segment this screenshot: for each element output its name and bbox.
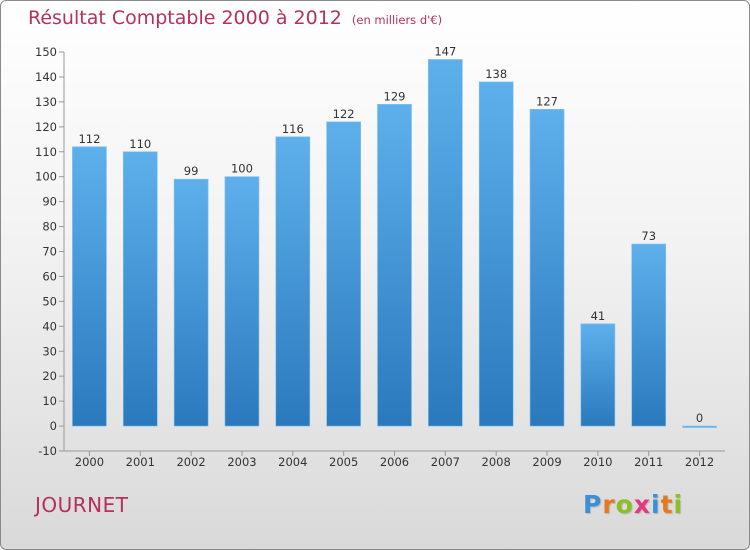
x-tick-label: 2012: [685, 455, 714, 469]
y-tick-label: 50: [42, 294, 57, 308]
chart-unit: (en milliers d'€): [351, 13, 443, 27]
y-tick-label: 140: [35, 70, 57, 84]
logo-letter: i: [651, 490, 661, 519]
x-tick-label: 2003: [227, 455, 256, 469]
data-label: 100: [231, 162, 253, 176]
bar: [428, 59, 463, 427]
y-tick-label: 120: [35, 120, 57, 134]
logo-letter: r: [602, 490, 616, 519]
bar: [173, 178, 209, 427]
y-tick-label: 110: [35, 145, 57, 159]
bar: [122, 151, 158, 427]
y-tick-label: 20: [42, 369, 57, 383]
data-label: 122: [333, 107, 355, 121]
y-tick-label: 90: [42, 195, 57, 209]
data-label: 127: [536, 94, 558, 108]
data-label: 99: [184, 164, 199, 178]
y-tick-label: 60: [42, 269, 57, 283]
y-tick-label: 40: [42, 319, 57, 333]
y-tick-label: 70: [42, 245, 57, 259]
y-axis: -10 0 10 20 30 40 50 60 70 80 90 100 110 120 130 140 150: [35, 45, 65, 458]
x-tick-label: 2010: [583, 455, 612, 469]
bar: [72, 146, 107, 427]
y-tick-label: 30: [42, 344, 57, 358]
data-label: 41: [591, 309, 606, 323]
x-axis: 2000 2001 2002 2003 2004 2005 2006 2007 2008 2009…: [64, 450, 725, 469]
y-tick-label: -10: [38, 444, 57, 458]
x-tick-label: 2005: [329, 455, 358, 469]
chart-title: Résultat Comptable 2000 à 2012 (en millie…: [28, 7, 442, 29]
logo-letter: x: [633, 490, 651, 519]
bar: [377, 104, 412, 427]
x-tick-label: 2002: [176, 455, 205, 469]
data-label: 110: [129, 137, 151, 151]
data-label: 112: [78, 132, 100, 146]
x-tick-label: 2000: [75, 455, 104, 469]
data-label: 0: [696, 411, 703, 425]
y-tick-label: 130: [35, 95, 57, 109]
logo-letter: i: [673, 490, 684, 519]
logo-letter: t: [660, 490, 674, 519]
bar: [682, 425, 717, 428]
data-labels: 112 110 99 100 116 122 129 147 138 127 41 73 0: [78, 44, 703, 425]
bar: [580, 323, 616, 427]
bars: [72, 59, 717, 428]
data-label: 116: [282, 122, 304, 136]
bar: [631, 243, 667, 427]
y-tick-label: 100: [35, 170, 57, 184]
chart-title-text: Résultat Comptable 2000 à 2012: [28, 7, 342, 29]
x-tick-label: 2007: [431, 455, 460, 469]
y-tick-label: 150: [35, 45, 57, 59]
logo-letter: o: [615, 490, 634, 519]
data-label: 138: [485, 67, 507, 81]
commune-name: JOURNET: [35, 493, 129, 517]
bar: [275, 136, 311, 427]
logo-letter: P: [583, 490, 603, 519]
x-tick-label: 2004: [278, 455, 307, 469]
x-tick-label: 2006: [380, 455, 409, 469]
bar: [224, 176, 260, 427]
x-tick-label: 2008: [482, 455, 511, 469]
y-tick-label: 0: [50, 419, 57, 433]
bar: [326, 121, 361, 427]
bar: [478, 81, 514, 427]
bar: [529, 109, 565, 427]
data-label: 147: [434, 44, 456, 58]
x-tick-label: 2009: [532, 455, 561, 469]
data-label: 129: [384, 89, 406, 103]
data-label: 73: [641, 229, 656, 243]
proxiti-logo[interactable]: Proxiti: [583, 490, 683, 519]
y-tick-label: 10: [42, 394, 57, 408]
x-tick-label: 2001: [126, 455, 155, 469]
x-tick-label: 2011: [634, 455, 663, 469]
y-tick-label: 80: [42, 220, 57, 234]
